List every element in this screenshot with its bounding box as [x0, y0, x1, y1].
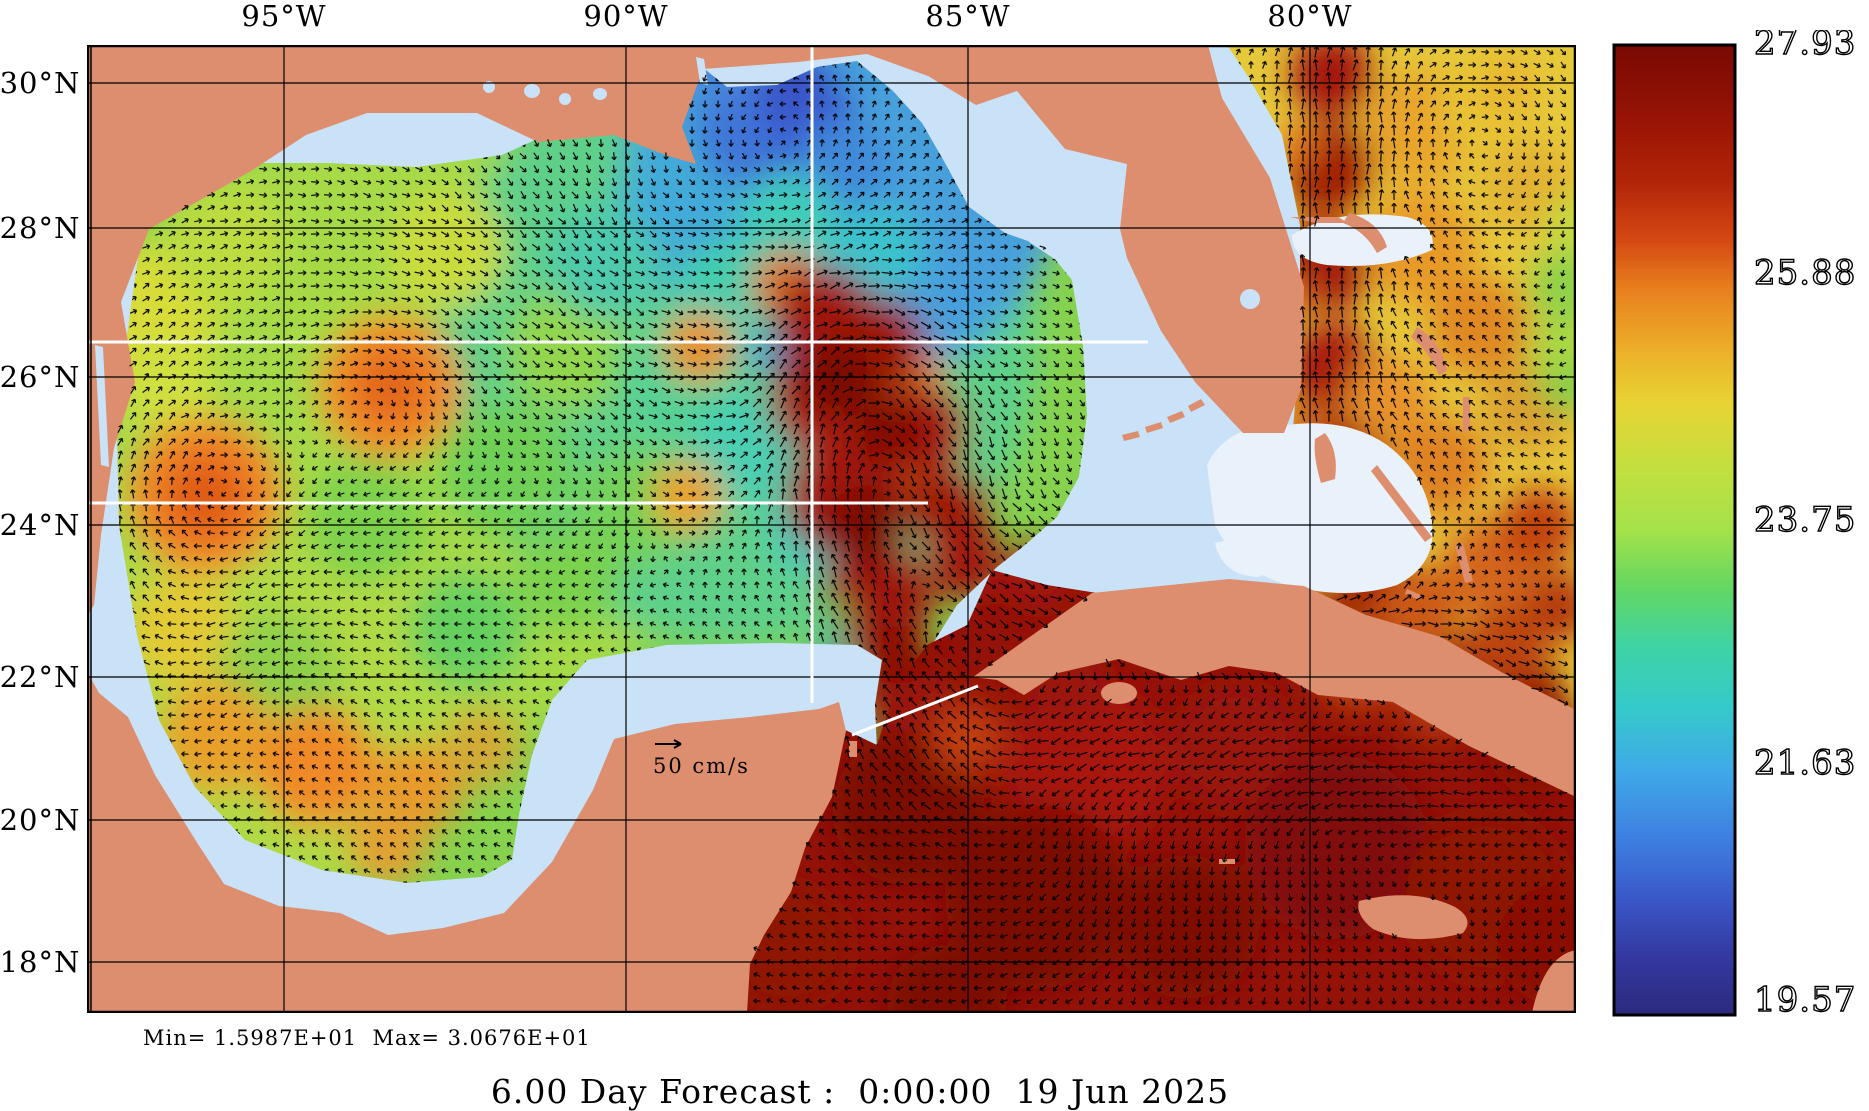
lat-tick-label: 26°N	[0, 360, 81, 394]
lat-tick-label: 28°N	[0, 211, 81, 245]
map-canvas: 50 cm/s	[87, 45, 1576, 1013]
land-isla-juventud	[1101, 682, 1137, 704]
colorbar: 27.93 25.88 23.75 21.63 19.57	[1596, 30, 1869, 1040]
lat-tick-label: 18°N	[0, 945, 81, 979]
scale-label: 50 cm/s	[653, 754, 750, 778]
land-corner	[1532, 950, 1576, 1013]
scale-arrow	[655, 739, 682, 749]
colorbar-tick-label: 27.93	[1754, 30, 1856, 63]
colorbar-gradient	[1612, 43, 1737, 1017]
lon-tick-label: 85°W	[925, 0, 1011, 33]
lat-tick-label: 20°N	[0, 803, 81, 837]
vector-scale: 50 cm/s	[653, 739, 750, 778]
lon-tick-label: 95°W	[241, 0, 327, 33]
lat-tick-label: 24°N	[0, 508, 81, 542]
land-jamaica	[1358, 895, 1468, 940]
minmax-stats: Min= 1.5987E+01 Max= 3.0676E+01	[143, 1026, 591, 1050]
colorbar-tick-label: 23.75	[1754, 500, 1856, 540]
map-frame	[87, 45, 1576, 1013]
lat-tick-label: 30°N	[0, 66, 81, 100]
graticule	[87, 45, 1576, 1013]
lon-tick-label: 90°W	[583, 0, 669, 33]
colorbar-tick-label: 25.88	[1754, 253, 1856, 293]
land-cuba	[973, 579, 1576, 797]
coastal-lakes	[95, 57, 1260, 687]
bahama-banks	[1207, 214, 1433, 593]
lat-tick-label: 22°N	[0, 660, 81, 694]
colorbar-tick-label: 19.57	[1754, 980, 1856, 1020]
plot-title: 6.00 Day Forecast : 0:00:00 19 Jun 2025	[490, 1072, 1230, 1111]
section-lines	[87, 45, 1148, 737]
lon-tick-label: 80°W	[1267, 0, 1353, 33]
colorbar-tick-label: 21.63	[1754, 743, 1856, 783]
